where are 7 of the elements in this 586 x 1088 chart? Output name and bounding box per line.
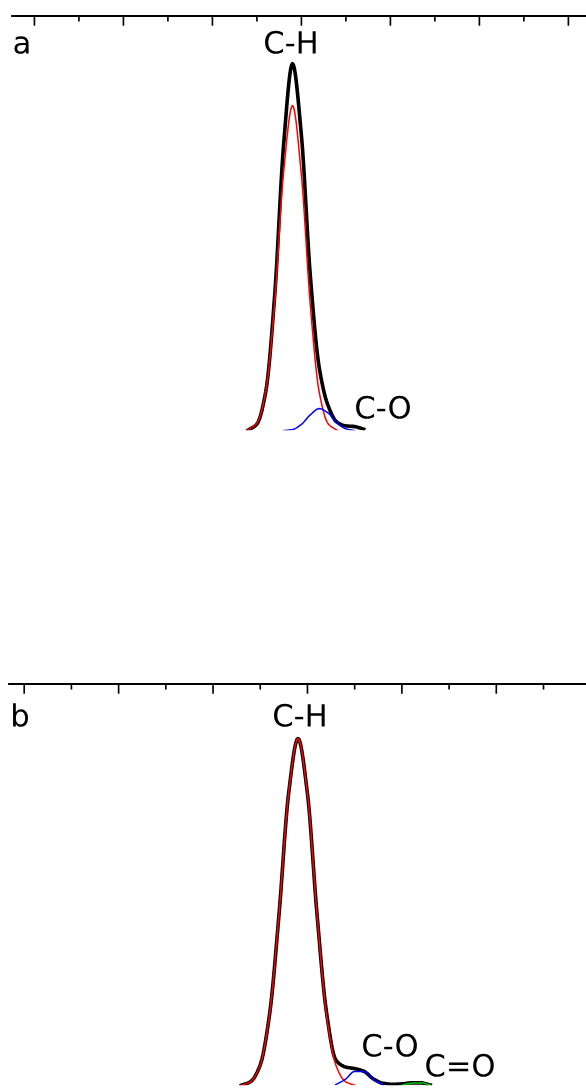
text: C-H <box>265 30 316 54</box>
text: a <box>14 36 29 54</box>
annotation: C-O <box>363 1033 417 1057</box>
text: C-H <box>274 703 325 727</box>
annotation: C=O <box>426 1053 494 1077</box>
annotation: C-O <box>356 395 410 419</box>
text: b <box>13 703 29 727</box>
